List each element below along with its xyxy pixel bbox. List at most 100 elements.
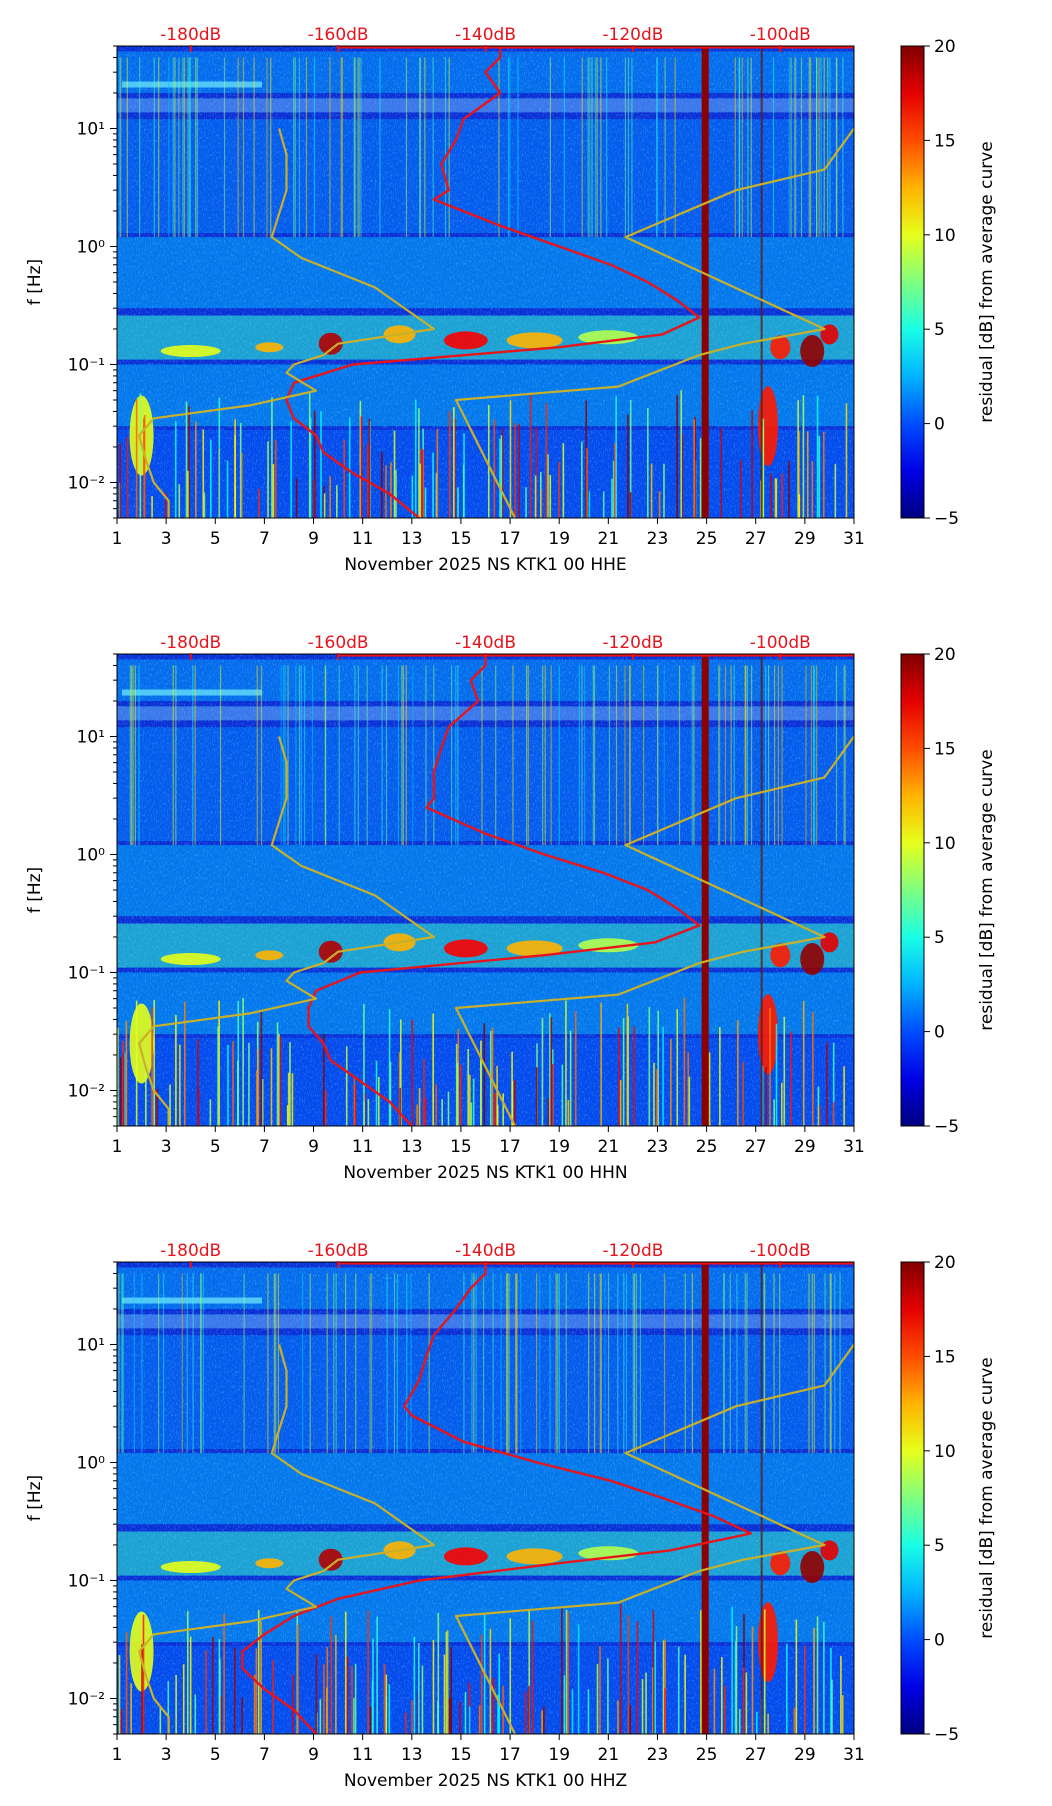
energy-blob (129, 395, 154, 476)
x-tick-label: 5 (210, 529, 221, 549)
hf-streak (777, 665, 779, 846)
transient-streak (700, 1610, 702, 1734)
x-tick-label: 29 (794, 1745, 816, 1765)
transient-streak (832, 1102, 835, 1126)
hf-streak (405, 665, 407, 846)
transient-streak (676, 1009, 679, 1126)
transient-streak (811, 461, 814, 518)
transient-streak (432, 1013, 434, 1126)
hf-streak (267, 1273, 269, 1454)
hf-streak (606, 57, 608, 238)
x-tick-label: 13 (401, 529, 423, 549)
hf-streak (266, 57, 268, 238)
transient-streak (324, 1090, 327, 1126)
transient-streak (359, 400, 362, 518)
transient-streak (335, 485, 338, 518)
transient-streak (684, 1654, 686, 1734)
hf-streak (820, 57, 822, 238)
transient-streak (441, 1099, 443, 1126)
nhnm-curve (454, 1343, 854, 1734)
hf-streak (341, 57, 343, 238)
transient-streak (459, 1064, 462, 1126)
hf-streak (594, 1273, 596, 1454)
hf-streak (739, 57, 741, 238)
transient-streak (135, 1000, 138, 1126)
energy-blob (758, 994, 779, 1075)
x-tick-label: 5 (210, 1137, 221, 1157)
transient-streak (802, 1000, 805, 1126)
transient-streak (762, 418, 765, 518)
colorbar-label: residual [dB] from average curve (977, 749, 997, 1030)
transient-streak (798, 431, 800, 518)
transient-streak (629, 1704, 632, 1734)
transient-streak (683, 997, 686, 1126)
transient-streak (813, 1627, 815, 1734)
hf-streak (200, 1273, 202, 1454)
hf-streak (287, 665, 289, 846)
transient-streak (272, 464, 275, 518)
hf-streak (396, 1273, 398, 1454)
hf-streak (256, 665, 258, 846)
colorbar-label: residual [dB] from average curve (977, 1357, 997, 1638)
transient-streak (448, 411, 451, 518)
transient-streak (354, 1085, 357, 1126)
transient-streak (418, 1088, 421, 1126)
x-tick-label: 25 (696, 1745, 718, 1765)
hf-streak (419, 57, 421, 238)
energy-blob (129, 1003, 154, 1084)
transient-streak (313, 479, 315, 518)
gap-line (760, 654, 763, 1126)
gap-column (701, 654, 709, 1126)
y-axis-label: f [Hz] (25, 867, 45, 913)
transient-streak (411, 1019, 414, 1126)
transient-streak (788, 461, 790, 518)
hf-streak (455, 665, 457, 846)
transient-streak (122, 1053, 125, 1126)
transient-streak (151, 1007, 153, 1126)
hf-streak (313, 57, 316, 238)
hf-streak (243, 1273, 245, 1454)
transient-streak (773, 1099, 776, 1126)
transient-streak (845, 403, 848, 518)
colorbar-tick-label: 10 (934, 834, 956, 854)
transient-streak (654, 1641, 656, 1734)
hf-streak (558, 665, 560, 846)
x-tick-label: 31 (843, 1137, 865, 1157)
transient-streak (343, 439, 346, 518)
transient-streak (509, 1618, 512, 1734)
hf-streak (844, 665, 846, 846)
transient-streak (531, 1620, 534, 1734)
hf-streak (237, 57, 239, 238)
transient-streak (738, 1708, 741, 1734)
transient-streak (260, 1011, 263, 1126)
nlnm-curve (138, 1344, 435, 1734)
transient-streak (326, 1687, 328, 1734)
transient-streak (141, 1644, 143, 1734)
spectrogram-speckle (117, 1262, 854, 1734)
y-tick-label: 10⁰ (77, 1453, 106, 1473)
hf-streak (129, 665, 131, 846)
energy-blob (506, 1548, 563, 1565)
energy-blob (770, 943, 791, 968)
top-db-tick-label: -140dB (455, 633, 516, 653)
gap-column (701, 46, 709, 518)
transient-streak (841, 1695, 844, 1734)
hf-streak (767, 665, 770, 846)
hf-streak (495, 665, 497, 846)
transient-streak (664, 1639, 667, 1734)
hf-streak (338, 665, 340, 846)
transient-streak (414, 399, 417, 518)
hf-streak (448, 57, 450, 238)
hf-streak (293, 57, 295, 238)
x-tick-label: 27 (745, 1137, 767, 1157)
transient-streak (220, 1696, 222, 1734)
x-tick-label: 23 (647, 529, 669, 549)
hf-streak (809, 57, 812, 238)
colorbar-label: residual [dB] from average curve (977, 141, 997, 422)
hf-streak (360, 57, 362, 238)
top-db-tick-label: -100dB (750, 1241, 811, 1261)
colorbar-tick-label: −5 (934, 509, 959, 529)
hf-streak (425, 665, 427, 846)
y-tick-label: 10⁰ (77, 237, 106, 257)
